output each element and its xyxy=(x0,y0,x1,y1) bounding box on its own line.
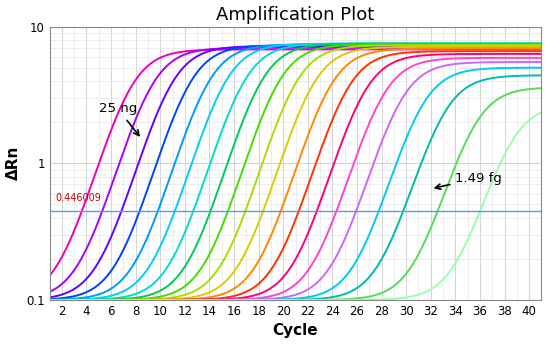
Title: Amplification Plot: Amplification Plot xyxy=(217,6,375,23)
Y-axis label: ΔRn: ΔRn xyxy=(5,146,21,181)
X-axis label: Cycle: Cycle xyxy=(273,323,318,338)
Text: 1.49 fg: 1.49 fg xyxy=(435,172,502,189)
Text: 0.446009: 0.446009 xyxy=(56,193,102,203)
Text: 25 ng: 25 ng xyxy=(99,103,139,136)
